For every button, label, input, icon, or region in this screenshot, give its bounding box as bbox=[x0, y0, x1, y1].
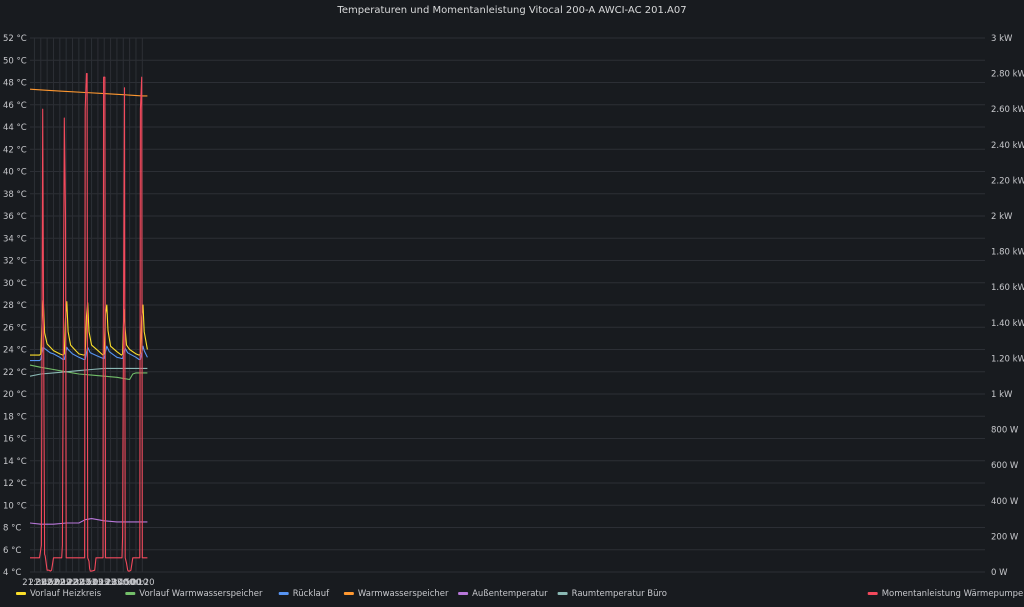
left-tick-label: 4 °C bbox=[3, 568, 21, 578]
right-tick-label: 1.40 kW bbox=[991, 319, 1024, 329]
left-tick-label: 28 °C bbox=[3, 301, 27, 311]
left-tick-label: 34 °C bbox=[3, 234, 27, 244]
series-line-r-cklauf bbox=[30, 345, 148, 362]
x-axis: 21:3021:4021:5022:0022:1022:2022:3022:40… bbox=[22, 578, 154, 588]
legend-item[interactable]: Außentemperatur bbox=[458, 589, 548, 599]
x-tick-label: 23:50 bbox=[111, 578, 136, 588]
x-tick-label: 00:10 bbox=[124, 578, 149, 588]
x-tick-label: 23:30 bbox=[98, 578, 123, 588]
legend-swatch bbox=[557, 592, 568, 595]
series-line-momentanleistung-w-rmepumpe bbox=[30, 73, 148, 572]
legend-label: Vorlauf Heizkreis bbox=[30, 589, 102, 599]
series-line-au-entemperatur bbox=[29, 518, 148, 525]
legend-item[interactable]: Rücklauf bbox=[278, 589, 330, 599]
left-tick-label: 24 °C bbox=[3, 346, 27, 356]
right-tick-label: 1.20 kW bbox=[991, 354, 1024, 364]
left-tick-label: 46 °C bbox=[3, 101, 27, 111]
legend-item[interactable]: Vorlauf Warmwasserspeicher bbox=[125, 589, 263, 599]
legend-swatch bbox=[867, 592, 878, 595]
x-tick-label: 23:10 bbox=[86, 578, 111, 588]
right-y-axis: 0 W 200 W 400 W 600 W 800 W 1 kW 1.20 kW 1.40 k… bbox=[991, 34, 1024, 578]
series-line-vorlauf-heizkreis bbox=[30, 300, 148, 356]
left-tick-label: 42 °C bbox=[3, 145, 27, 155]
x-tick-label: 21:50 bbox=[35, 578, 60, 588]
left-tick-label: 12 °C bbox=[3, 479, 27, 489]
series-layer bbox=[29, 73, 148, 572]
left-tick-label: 36 °C bbox=[3, 212, 27, 222]
legend-label: Warmwasserspeicher bbox=[358, 589, 449, 599]
legend-swatch bbox=[343, 592, 354, 595]
x-tick-label: 22:20 bbox=[54, 578, 79, 588]
x-tick-label: 21:40 bbox=[29, 578, 54, 588]
left-tick-label: 6 °C bbox=[3, 546, 21, 556]
series-line-warmwasserspeicher bbox=[29, 88, 148, 97]
right-tick-label: 3 kW bbox=[991, 34, 1013, 44]
left-tick-label: 48 °C bbox=[3, 79, 27, 89]
legend-item[interactable]: Momentanleistung Wärmepumpe bbox=[867, 589, 1024, 599]
right-tick-label: 1 kW bbox=[991, 390, 1013, 400]
legend-item[interactable]: Raumtemperatur Büro bbox=[557, 589, 667, 599]
x-tick-label: 22:50 bbox=[73, 578, 98, 588]
x-tick-label: 22:40 bbox=[67, 578, 92, 588]
left-tick-label: 32 °C bbox=[3, 257, 27, 267]
x-tick-label: 22:00 bbox=[41, 578, 66, 588]
x-tick-label: 23:40 bbox=[105, 578, 130, 588]
left-tick-label: 18 °C bbox=[3, 412, 27, 422]
x-tick-label: 22:10 bbox=[48, 578, 73, 588]
left-tick-label: 50 °C bbox=[3, 56, 27, 66]
legend-swatch bbox=[278, 592, 289, 595]
left-tick-label: 26 °C bbox=[3, 323, 27, 333]
legend-label: Momentanleistung Wärmepumpe bbox=[882, 589, 1024, 599]
right-tick-label: 600 W bbox=[991, 461, 1019, 471]
right-tick-label: 1.60 kW bbox=[991, 283, 1024, 293]
left-tick-label: 22 °C bbox=[3, 368, 27, 378]
right-tick-label: 2.40 kW bbox=[991, 141, 1024, 151]
grid bbox=[30, 37, 985, 573]
legend-label: Außentemperatur bbox=[472, 589, 548, 599]
legend-label: Rücklauf bbox=[293, 589, 330, 599]
right-tick-label: 0 W bbox=[991, 568, 1008, 578]
right-tick-label: 2 kW bbox=[991, 212, 1013, 222]
left-tick-label: 30 °C bbox=[3, 279, 27, 289]
legend-label: Vorlauf Warmwasserspeicher bbox=[139, 589, 263, 599]
chart-title: Temperaturen und Momentanleistung Vitoca… bbox=[336, 5, 686, 16]
legend-swatch bbox=[125, 592, 136, 595]
left-tick-label: 10 °C bbox=[3, 501, 27, 511]
left-tick-label: 8 °C bbox=[3, 524, 21, 534]
x-tick-label: 00:20 bbox=[130, 578, 155, 588]
right-tick-label: 2.80 kW bbox=[991, 70, 1024, 80]
legend-item[interactable]: Vorlauf Heizkreis bbox=[16, 589, 102, 599]
left-tick-label: 52 °C bbox=[3, 34, 27, 44]
x-tick-label: 00:00 bbox=[117, 578, 142, 588]
legend-item[interactable]: Warmwasserspeicher bbox=[343, 589, 449, 599]
right-tick-label: 2.20 kW bbox=[991, 176, 1024, 186]
legend-label: Raumtemperatur Büro bbox=[572, 589, 667, 599]
right-tick-label: 2.60 kW bbox=[991, 105, 1024, 115]
left-tick-label: 44 °C bbox=[3, 123, 27, 133]
right-tick-label: 1.80 kW bbox=[991, 248, 1024, 258]
x-tick-label: 21:30 bbox=[22, 578, 47, 588]
right-tick-label: 800 W bbox=[991, 426, 1019, 436]
legend-swatch bbox=[458, 592, 469, 595]
right-tick-label: 200 W bbox=[991, 532, 1019, 542]
x-tick-label: 22:30 bbox=[60, 578, 85, 588]
left-tick-label: 14 °C bbox=[3, 457, 27, 467]
series-line-vorlauf-warmwasserspeicher bbox=[29, 364, 148, 381]
legend: Vorlauf Heizkreis Vorlauf Warmwasserspeic… bbox=[16, 589, 1023, 599]
left-tick-label: 38 °C bbox=[3, 190, 27, 200]
x-tick-label: 23:20 bbox=[92, 578, 117, 588]
legend-swatch bbox=[16, 592, 26, 595]
left-tick-label: 40 °C bbox=[3, 168, 27, 178]
left-y-axis: 4 °C 6 °C 8 °C 10 °C 12 °C 14 °C 16 °C 18 °C 20 … bbox=[3, 34, 27, 578]
left-tick-label: 20 °C bbox=[3, 390, 27, 400]
x-tick-label: 23:00 bbox=[79, 578, 104, 588]
left-tick-label: 16 °C bbox=[3, 435, 27, 445]
right-tick-label: 400 W bbox=[991, 497, 1019, 507]
